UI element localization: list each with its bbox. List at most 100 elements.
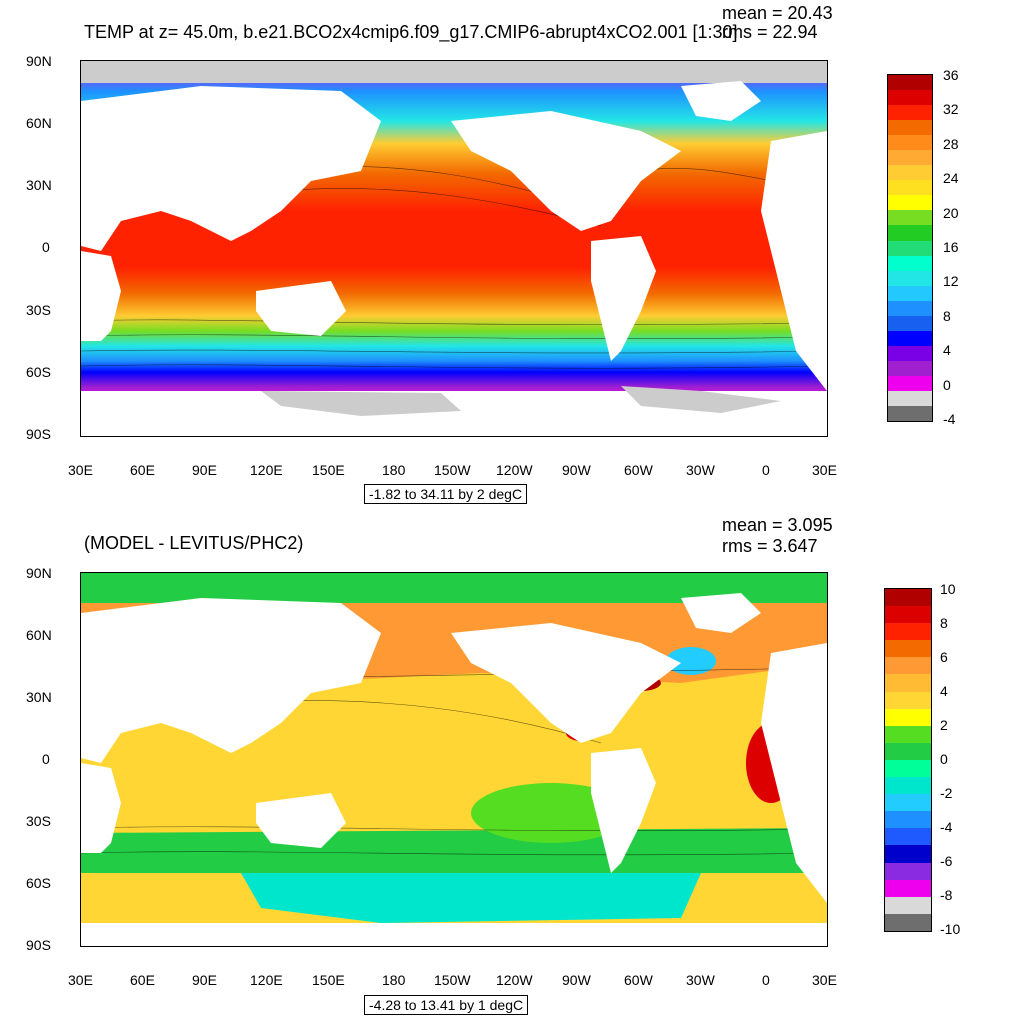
top-colorbar-label: -4 xyxy=(943,411,956,427)
land-europe-africa-east xyxy=(761,131,827,391)
bland-europe-africa-east xyxy=(761,643,827,903)
bottom-colorbar-swatch xyxy=(885,879,931,897)
bottom-colorbar-label: -4 xyxy=(940,819,953,835)
bottom-lat-label-0: 90N xyxy=(26,565,52,581)
bottom-colorbar-label: -6 xyxy=(940,853,953,869)
top-lon-label-0: 30E xyxy=(68,462,93,478)
top-lon-label-9: 60W xyxy=(624,462,653,478)
bottom-colorbar-swatch xyxy=(885,725,931,743)
anomaly-nh-atlantic-cold xyxy=(666,647,716,675)
bottom-lon-label-1: 60E xyxy=(130,972,155,988)
top-colorbar-swatch xyxy=(888,285,932,301)
top-lat-label-6: 90S xyxy=(26,426,51,442)
top-colorbar-label: 0 xyxy=(943,376,951,393)
bland-north-america xyxy=(451,623,681,743)
bottom-lon-label-6: 150W xyxy=(434,972,471,988)
top-colorbar-swatch xyxy=(888,180,932,196)
top-colorbar-swatch xyxy=(888,240,932,256)
top-range-label: -1.82 to 34.11 by 2 degC xyxy=(364,484,528,504)
top-colorbar-swatch xyxy=(888,375,932,391)
top-colorbar-swatch xyxy=(888,150,932,166)
top-lat-label-5: 60S xyxy=(26,364,51,380)
top-title: TEMP at z= 45.0m, b.e21.BCO2x4cmip6.f09_… xyxy=(84,22,738,42)
top-colorbar xyxy=(887,74,933,422)
top-colorbar-swatch xyxy=(888,406,932,422)
bottom-lon-label-4: 150E xyxy=(312,972,345,988)
top-lat-label-4: 30S xyxy=(26,302,51,318)
top-colorbar-swatch xyxy=(888,90,932,106)
top-lon-label-10: 30W xyxy=(686,462,715,478)
top-lon-label-3: 120E xyxy=(250,462,283,478)
land-north-america xyxy=(451,111,681,231)
anomaly-sh-pacific xyxy=(471,783,631,843)
bottom-lon-label-0: 30E xyxy=(68,972,93,988)
top-colorbar-label: 8 xyxy=(943,307,951,324)
top-colorbar-swatch xyxy=(888,210,932,226)
top-lat-label-0: 90N xyxy=(26,53,52,69)
top-colorbar-swatch xyxy=(888,300,932,316)
bottom-colorbar-swatch xyxy=(885,845,931,863)
top-colorbar-swatch xyxy=(888,345,932,361)
bland-south-america xyxy=(591,748,656,873)
land-greenland xyxy=(681,81,761,121)
bottom-colorbar-swatch xyxy=(885,606,931,624)
anomaly-southern-green xyxy=(81,828,827,873)
top-colorbar-swatch xyxy=(888,105,932,121)
bottom-colorbar-swatch xyxy=(885,811,931,829)
bottom-colorbar-label: -10 xyxy=(940,921,961,937)
anomaly-southern-cyan xyxy=(241,873,701,923)
bottom-lat-label-5: 60S xyxy=(26,875,51,891)
antarctic-ice xyxy=(261,386,781,416)
bottom-colorbar-swatch xyxy=(885,708,931,726)
top-lon-label-12: 30E xyxy=(812,462,837,478)
top-lon-label-11: 0 xyxy=(762,462,770,478)
top-colorbar-label: 16 xyxy=(943,239,959,255)
bottom-lon-label-10: 30W xyxy=(686,972,715,988)
bottom-lon-label-11: 0 xyxy=(762,972,770,988)
bottom-colorbar-label: -8 xyxy=(940,887,953,903)
bottom-colorbar-label: 0 xyxy=(940,751,948,767)
bland-africa xyxy=(81,763,121,853)
bottom-colorbar-label: 4 xyxy=(940,683,948,699)
top-colorbar-label: 32 xyxy=(943,101,959,118)
bottom-colorbar-label: 6 xyxy=(940,649,948,665)
bottom-rms: rms = 3.647 xyxy=(722,536,818,556)
top-colorbar-swatch xyxy=(888,390,932,407)
bland-eurasia xyxy=(81,598,381,763)
bottom-mean: mean = 3.095 xyxy=(722,515,833,535)
bottom-colorbar-swatch xyxy=(885,623,931,641)
land-australia xyxy=(256,281,346,336)
top-lon-label-5: 180 xyxy=(382,462,406,478)
bottom-colorbar-swatch xyxy=(885,691,931,709)
top-lon-label-6: 150W xyxy=(434,462,471,478)
land-south-america xyxy=(591,236,656,361)
bottom-colorbar-label: 8 xyxy=(940,615,948,631)
bland-greenland xyxy=(681,593,761,633)
bottom-title: (MODEL - LEVITUS/PHC2) xyxy=(84,533,304,553)
bottom-lat-label-1: 60N xyxy=(26,627,52,643)
top-colorbar-swatch xyxy=(888,165,932,181)
land-africa xyxy=(81,251,121,341)
bottom-colorbar-swatch xyxy=(885,828,931,846)
bland-australia xyxy=(256,793,346,848)
top-colorbar-label: 12 xyxy=(943,273,959,290)
top-mean: mean = 20.43 xyxy=(722,3,833,23)
bottom-colorbar-label: 2 xyxy=(940,717,948,733)
bottom-range-label: -4.28 to 13.41 by 1 degC xyxy=(364,995,529,1015)
bottom-colorbar-label: 10 xyxy=(940,581,956,597)
top-rms: rms = 22.94 xyxy=(722,22,818,42)
top-colorbar-swatch xyxy=(888,315,932,331)
top-lon-label-1: 60E xyxy=(130,462,155,478)
bottom-lon-label-8: 90W xyxy=(562,972,591,988)
top-colorbar-swatch xyxy=(888,120,932,136)
bottom-colorbar-swatch xyxy=(885,657,931,675)
top-colorbar-swatch xyxy=(888,75,932,91)
bottom-lon-label-9: 60W xyxy=(624,972,653,988)
anomaly-arctic xyxy=(81,573,827,603)
bottom-lon-label-3: 120E xyxy=(250,972,283,988)
top-lon-label-7: 120W xyxy=(496,462,533,478)
top-colorbar-swatch xyxy=(888,255,932,271)
top-colorbar-swatch xyxy=(888,330,932,346)
bottom-colorbar-swatch xyxy=(885,674,931,692)
top-colorbar-swatch xyxy=(888,270,932,286)
